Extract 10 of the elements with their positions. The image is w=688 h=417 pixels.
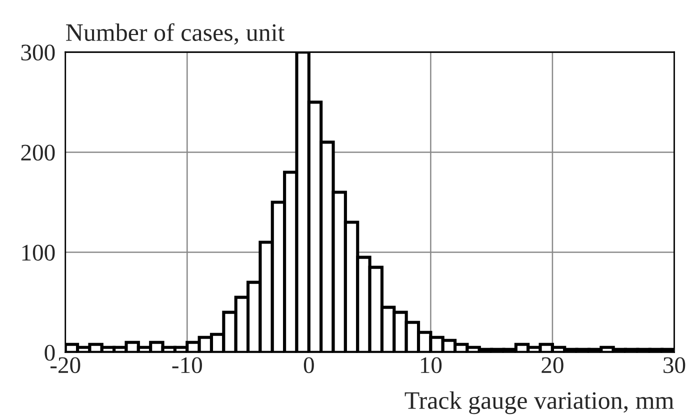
x-tick-label: 10 (420, 357, 442, 374)
x-tick-label: 30 (664, 357, 686, 374)
x-tick-label: -10 (172, 357, 202, 374)
y-tick-label: 300 (21, 44, 55, 61)
x-tick-label: 20 (542, 357, 564, 374)
y-axis-title: Number of cases, unit (66, 23, 285, 45)
y-tick-label: 200 (21, 144, 55, 161)
y-tick-label: 100 (22, 244, 55, 261)
x-axis-title: Track gauge variation, mm (404, 391, 674, 414)
x-tick-label: 0 (304, 357, 314, 374)
